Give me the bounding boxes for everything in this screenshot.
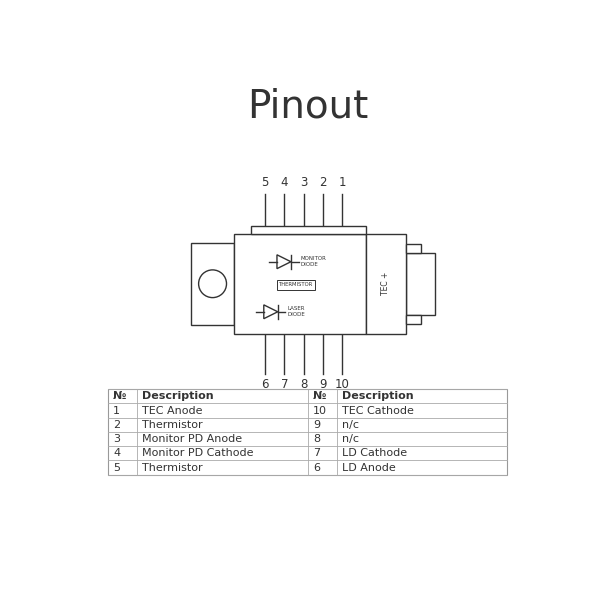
Bar: [277, 280, 315, 290]
Text: Thermistor: Thermistor: [142, 420, 203, 430]
Text: 5: 5: [261, 176, 269, 189]
Bar: [234, 233, 365, 334]
Bar: [107, 389, 508, 475]
Text: Description: Description: [142, 391, 214, 401]
Bar: [191, 243, 234, 325]
Text: TEC Cathode: TEC Cathode: [343, 406, 414, 416]
Text: MONITOR
DIODE: MONITOR DIODE: [300, 256, 326, 267]
Text: TEC +: TEC +: [381, 272, 390, 295]
Polygon shape: [277, 255, 291, 269]
Text: 4: 4: [281, 176, 288, 189]
Text: 8: 8: [313, 434, 320, 444]
Text: 9: 9: [319, 379, 327, 391]
Text: Monitor PD Cathode: Monitor PD Cathode: [142, 448, 254, 458]
Text: 7: 7: [281, 379, 288, 391]
Text: Monitor PD Anode: Monitor PD Anode: [142, 434, 242, 444]
Text: n/c: n/c: [343, 434, 359, 444]
Bar: [406, 244, 421, 253]
Text: 1: 1: [113, 406, 120, 416]
Text: n/c: n/c: [343, 420, 359, 430]
Text: №: №: [113, 391, 127, 401]
Text: 6: 6: [313, 463, 320, 473]
Text: 3: 3: [300, 176, 307, 189]
Text: LASER
DIODE: LASER DIODE: [287, 307, 305, 317]
Text: 1: 1: [338, 176, 346, 189]
Text: LD Anode: LD Anode: [343, 463, 396, 473]
Text: 10: 10: [335, 379, 350, 391]
Bar: [251, 226, 365, 233]
Text: LD Cathode: LD Cathode: [343, 448, 407, 458]
Text: 2: 2: [113, 420, 120, 430]
Text: Thermistor: Thermistor: [142, 463, 203, 473]
Text: THERMISTOR: THERMISTOR: [279, 282, 313, 287]
Polygon shape: [264, 305, 278, 319]
Text: 4: 4: [113, 448, 120, 458]
Text: Description: Description: [343, 391, 414, 401]
Text: 2: 2: [319, 176, 327, 189]
Text: 9: 9: [313, 420, 320, 430]
Circle shape: [199, 270, 227, 298]
Text: 3: 3: [113, 434, 120, 444]
Bar: [406, 253, 436, 314]
Text: Pinout: Pinout: [247, 88, 368, 125]
Text: №: №: [313, 391, 326, 401]
Bar: [406, 314, 421, 324]
Text: 6: 6: [261, 379, 269, 391]
Bar: [365, 233, 406, 334]
Text: TEC Anode: TEC Anode: [142, 406, 203, 416]
Text: 7: 7: [313, 448, 320, 458]
Text: 5: 5: [113, 463, 120, 473]
Text: 8: 8: [300, 379, 307, 391]
Text: 10: 10: [313, 406, 327, 416]
